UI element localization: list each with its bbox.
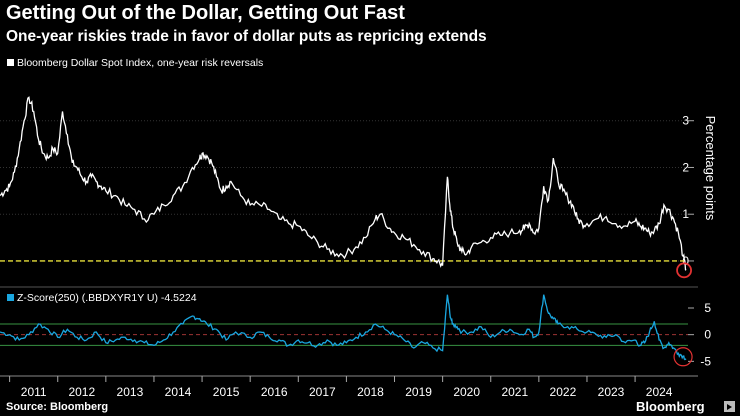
top-panel-y-ticks: 0 1 2 3 xyxy=(682,114,694,268)
x-axis-ticks: 2011 2012 2013 2014 2015 2016 2017 2018 2019 2020… xyxy=(9,376,673,399)
zscore-series-line xyxy=(0,294,687,361)
main-series-line xyxy=(0,96,687,271)
x-tick-label: 2023 xyxy=(598,385,625,399)
x-tick-label: 2015 xyxy=(213,385,240,399)
bottom-y-tick-label: -5 xyxy=(700,354,711,368)
legend-swatch-main xyxy=(7,59,14,66)
x-tick-label: 2019 xyxy=(405,385,432,399)
x-tick-label: 2020 xyxy=(453,385,480,399)
brand-logo: Bloomberg xyxy=(636,399,705,414)
x-tick-label: 2014 xyxy=(165,385,192,399)
x-tick-label: 2024 xyxy=(646,385,673,399)
latest-value-highlight xyxy=(676,262,692,279)
bottom-y-tick-label: 5 xyxy=(704,301,711,315)
x-tick-label: 2011 xyxy=(21,385,47,399)
latest-zscore-highlight xyxy=(673,347,693,367)
source-note: Source: Bloomberg xyxy=(6,401,109,413)
x-tick-label: 2013 xyxy=(117,385,144,399)
x-tick-label: 2017 xyxy=(309,385,336,399)
x-tick-label: 2016 xyxy=(261,385,288,399)
chart-title: Getting Out of the Dollar, Getting Out F… xyxy=(6,2,405,24)
chart-subtitle: One-year riskies trade in favor of dolla… xyxy=(6,28,487,45)
top-y-tick-label: 2 xyxy=(682,160,689,174)
brand-arrow-icon xyxy=(724,401,735,412)
legend-zscore: Z-Score(250) (.BBDXYR1Y U) -4.5224 xyxy=(17,292,197,304)
x-tick-label: 2012 xyxy=(68,385,95,399)
top-y-tick-label: 0 xyxy=(682,254,689,268)
y-axis-label: Percentage points xyxy=(703,116,718,221)
bottom-panel-y-ticks: 5 0 -5 xyxy=(688,301,711,368)
bottom-y-tick-label: 0 xyxy=(704,328,711,342)
legend-main: Bloomberg Dollar Spot Index, one-year ri… xyxy=(17,57,263,69)
legend-swatch-zscore xyxy=(7,294,14,301)
top-panel-grid xyxy=(0,120,688,262)
x-tick-label: 2018 xyxy=(357,385,384,399)
top-y-tick-label: 1 xyxy=(682,207,689,221)
zscore-bands xyxy=(0,323,688,346)
top-y-tick-label: 3 xyxy=(682,114,689,128)
x-tick-label: 2022 xyxy=(550,385,577,399)
x-tick-label: 2021 xyxy=(501,385,528,399)
